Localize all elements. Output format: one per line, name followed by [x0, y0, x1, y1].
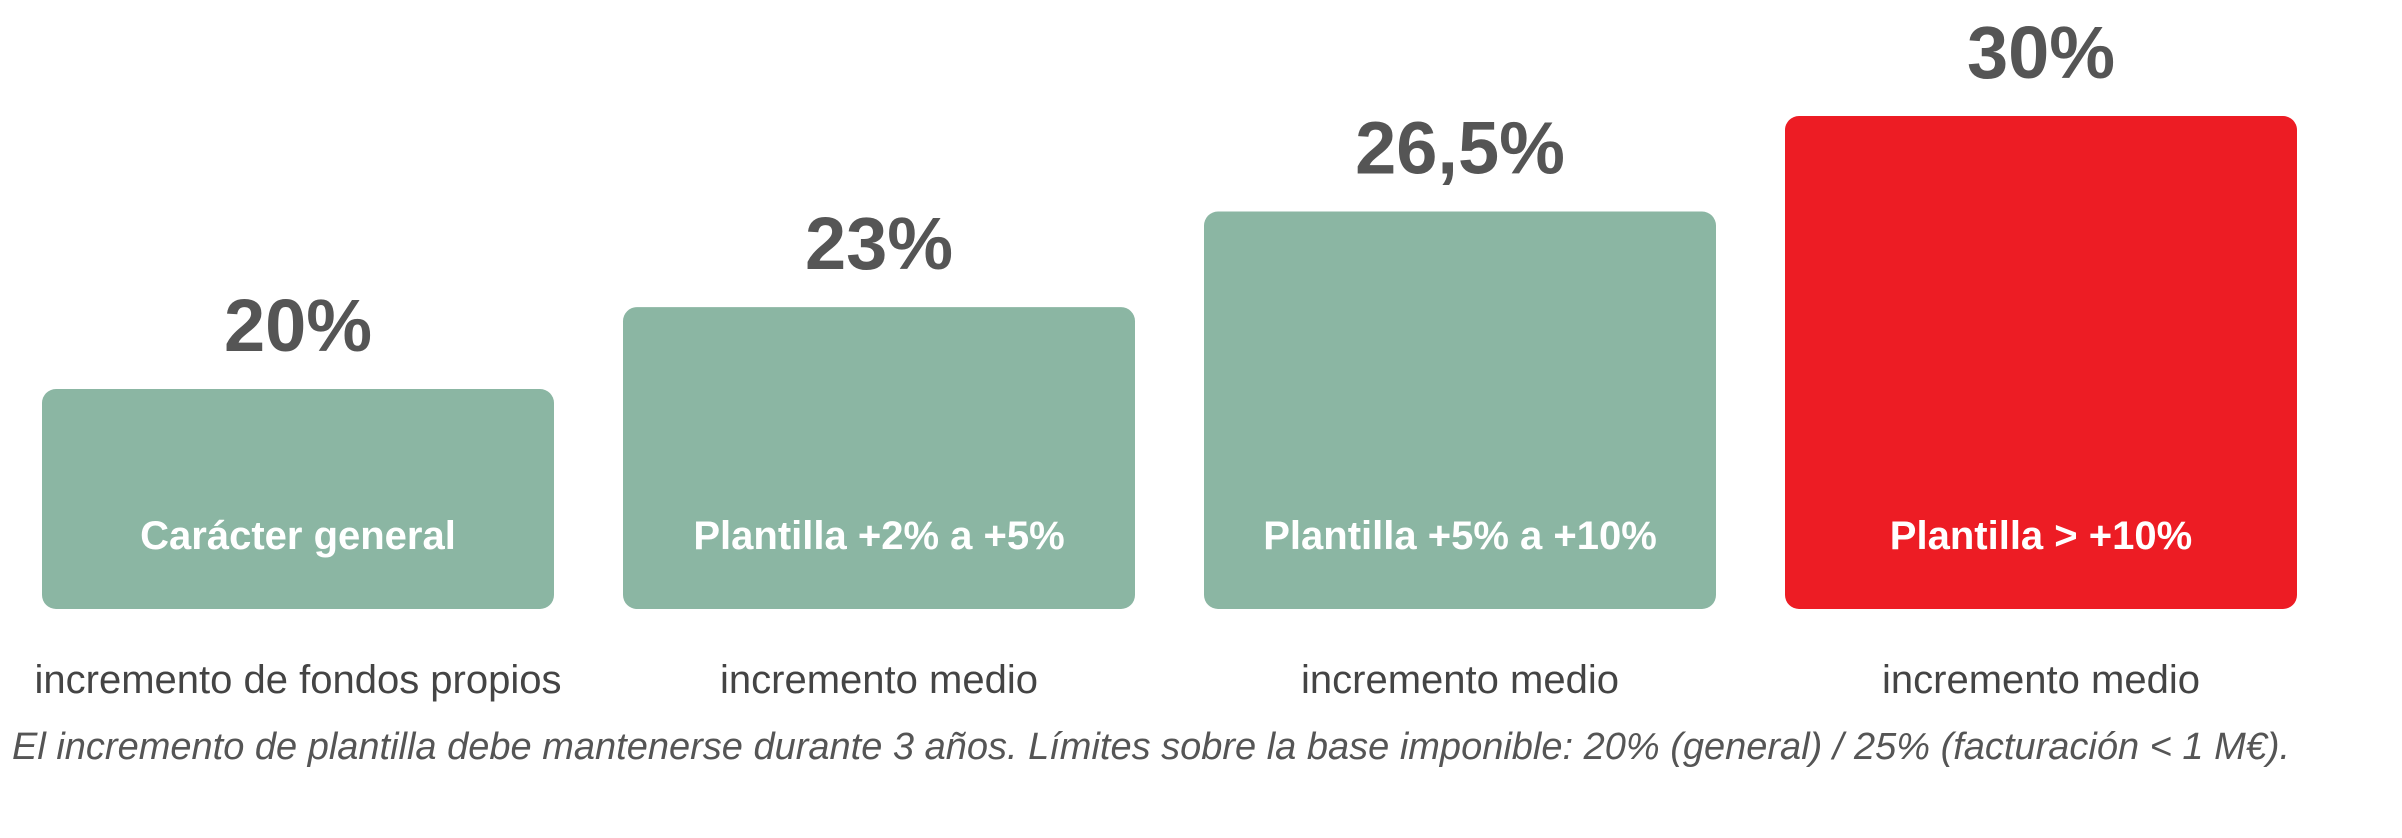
- bar-sub-label: incremento medio: [1882, 658, 2200, 702]
- bar-category-label: Plantilla > +10%: [1890, 514, 2192, 558]
- bar: [623, 307, 1135, 609]
- bar: [1204, 211, 1716, 610]
- bar-value-label: 23%: [805, 202, 953, 285]
- bar-value-label: 26,5%: [1355, 107, 1565, 190]
- bar-category-label: Plantilla +2% a +5%: [693, 514, 1064, 558]
- bar-category-label: Carácter general: [140, 514, 456, 558]
- bar: [1785, 116, 2297, 609]
- bar-sub-label: incremento de fondos propios: [35, 658, 562, 702]
- bar-value-label: 30%: [1967, 11, 2115, 94]
- bar-sub-label: incremento medio: [1301, 658, 1619, 702]
- bar: [42, 389, 554, 609]
- bar-category-label: Plantilla +5% a +10%: [1263, 514, 1657, 558]
- footnote: El incremento de plantilla debe mantener…: [12, 726, 2291, 768]
- bar-value-label: 20%: [224, 284, 372, 367]
- bar-sub-label: incremento medio: [720, 658, 1038, 702]
